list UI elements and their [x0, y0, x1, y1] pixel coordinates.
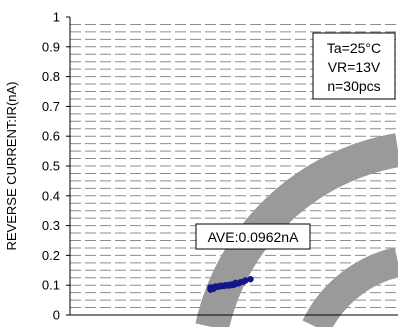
data-point	[242, 277, 249, 284]
data-point	[232, 279, 239, 287]
y-tick-label: 0.9	[42, 39, 60, 54]
y-tick-label: 0.6	[42, 129, 60, 144]
watermark-arc	[302, 247, 398, 327]
y-tick-label: 0.2	[42, 248, 60, 263]
y-tick-label: 1	[53, 10, 60, 25]
y-tick-label: 0.1	[42, 278, 60, 293]
y-tick-labels: 0 0.1 0.2 0.3 0.4 0.5 0.6 0.7 0.8 0.9 1	[42, 10, 70, 323]
watermark	[195, 133, 398, 327]
y-tick-label: 0.3	[42, 218, 60, 233]
data-point	[247, 276, 254, 283]
condition-sample-count: n=30pcs	[327, 78, 380, 94]
y-axis-label: REVERSE CURRENT:IR(nA)	[4, 81, 19, 250]
y-tick-label: 0.7	[42, 99, 60, 114]
annotation-box	[195, 223, 311, 250]
data-points	[207, 276, 254, 293]
y-tick-label: 0.4	[42, 188, 60, 203]
y-tick-label: 0.5	[42, 159, 60, 174]
data-point	[207, 284, 214, 291]
annotation-text: AVE:0.0962nA	[208, 229, 299, 245]
watermark-arc	[195, 133, 398, 327]
y-tick-label: 0.8	[42, 69, 60, 84]
data-point	[217, 282, 224, 289]
conditions-box	[312, 32, 396, 100]
data-point	[212, 283, 219, 290]
condition-temperature: Ta=25°C	[327, 40, 381, 56]
y-tick-label: 0	[53, 308, 60, 323]
condition-voltage: VR=13V	[328, 59, 381, 75]
